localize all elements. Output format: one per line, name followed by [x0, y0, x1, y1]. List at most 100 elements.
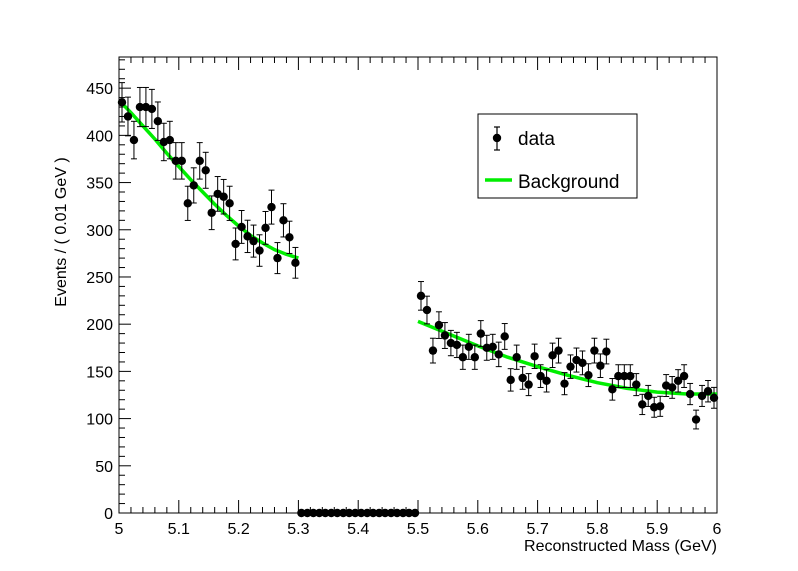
legend-data-marker-icon — [492, 133, 502, 143]
data-point — [285, 233, 294, 242]
x-tick-label: 6 — [713, 521, 722, 538]
x-axis-label: Reconstructed Mass (GeV) — [524, 538, 717, 555]
data-point — [309, 508, 318, 518]
y-tick-label: 250 — [86, 270, 113, 287]
data-point — [554, 346, 563, 355]
data-point — [530, 352, 539, 361]
data-point — [362, 508, 372, 518]
data-point — [165, 135, 175, 145]
data-point — [261, 223, 270, 233]
data-point — [667, 383, 677, 392]
data-point — [356, 508, 366, 518]
data-point — [153, 116, 163, 126]
data-point — [464, 342, 474, 352]
data-point — [255, 246, 264, 255]
data-point — [237, 222, 246, 232]
data-point — [398, 508, 408, 518]
data-point — [632, 380, 641, 389]
data-point — [608, 385, 617, 394]
y-tick-label: 300 — [86, 223, 113, 240]
data-point — [404, 508, 414, 518]
data-point — [626, 371, 635, 381]
data-point — [177, 156, 186, 166]
data-point — [697, 391, 707, 401]
x-tick-label: 5.8 — [586, 521, 608, 538]
data-point — [380, 508, 390, 518]
data-point — [703, 387, 713, 396]
y-tick-label: 200 — [86, 317, 113, 334]
data-point — [351, 508, 360, 518]
data-point — [566, 362, 575, 371]
x-tick-label: 5.6 — [467, 521, 489, 538]
data-point — [291, 258, 300, 268]
data-point — [536, 371, 545, 381]
data-point — [195, 156, 204, 166]
x-tick-label: 5.9 — [646, 521, 668, 538]
data-point — [548, 351, 557, 360]
data-point — [189, 181, 198, 190]
data-point — [243, 232, 252, 241]
x-tick-label: 5.2 — [227, 521, 249, 538]
data-point — [560, 379, 569, 388]
data-point — [135, 102, 145, 112]
data-point — [691, 415, 701, 424]
data-point — [297, 508, 306, 518]
legend-box — [477, 113, 638, 199]
data-points — [117, 82, 719, 518]
y-tick-label: 350 — [86, 176, 113, 193]
data-point — [183, 199, 192, 208]
data-point — [201, 166, 210, 175]
background-fit-curve — [417, 319, 717, 396]
x-tick-label: 5.1 — [168, 521, 190, 538]
data-point — [392, 508, 402, 518]
data-point — [386, 508, 396, 518]
data-point — [476, 329, 485, 338]
legend: data Background — [477, 113, 638, 199]
data-point — [452, 340, 462, 350]
data-point — [685, 389, 695, 399]
data-point — [679, 371, 689, 381]
data-point — [225, 199, 234, 208]
data-point — [231, 239, 240, 249]
x-tick-label: 5.5 — [407, 521, 429, 538]
data-point — [590, 346, 599, 355]
y-tick-label: 100 — [86, 412, 113, 429]
x-tick-label: 5.3 — [287, 521, 309, 538]
data-point — [578, 358, 587, 368]
data-point — [374, 508, 384, 518]
data-point — [506, 375, 515, 385]
data-point — [638, 400, 647, 409]
data-point — [267, 202, 276, 212]
y-tick-label: 150 — [86, 364, 113, 381]
data-point — [518, 373, 527, 383]
y-tick-label: 50 — [95, 459, 113, 476]
data-point — [500, 332, 509, 341]
data-point — [709, 393, 719, 403]
data-point — [470, 353, 480, 362]
data-point — [644, 391, 653, 401]
data-point — [494, 350, 503, 359]
x-tick-label: 5.4 — [347, 521, 369, 538]
data-point — [303, 508, 312, 518]
data-point — [207, 208, 216, 217]
data-point — [410, 508, 420, 518]
y-tick-label: 400 — [86, 128, 113, 145]
data-point — [339, 508, 348, 518]
data-point — [129, 135, 139, 145]
data-point — [596, 361, 605, 370]
data-point — [123, 112, 133, 121]
data-point — [458, 353, 468, 362]
data-point — [488, 342, 497, 352]
data-point — [434, 320, 444, 330]
data-point — [440, 331, 450, 340]
y-axis-label: Events / ( 0.01 GeV ) — [53, 157, 70, 306]
data-point — [655, 402, 665, 411]
legend-data-label: data — [518, 129, 555, 150]
data-point — [614, 371, 623, 381]
data-point — [524, 380, 533, 389]
data-point — [673, 376, 683, 386]
y-tick-label: 450 — [86, 81, 113, 98]
data-point — [368, 508, 378, 518]
x-tick-label: 5.7 — [526, 521, 548, 538]
